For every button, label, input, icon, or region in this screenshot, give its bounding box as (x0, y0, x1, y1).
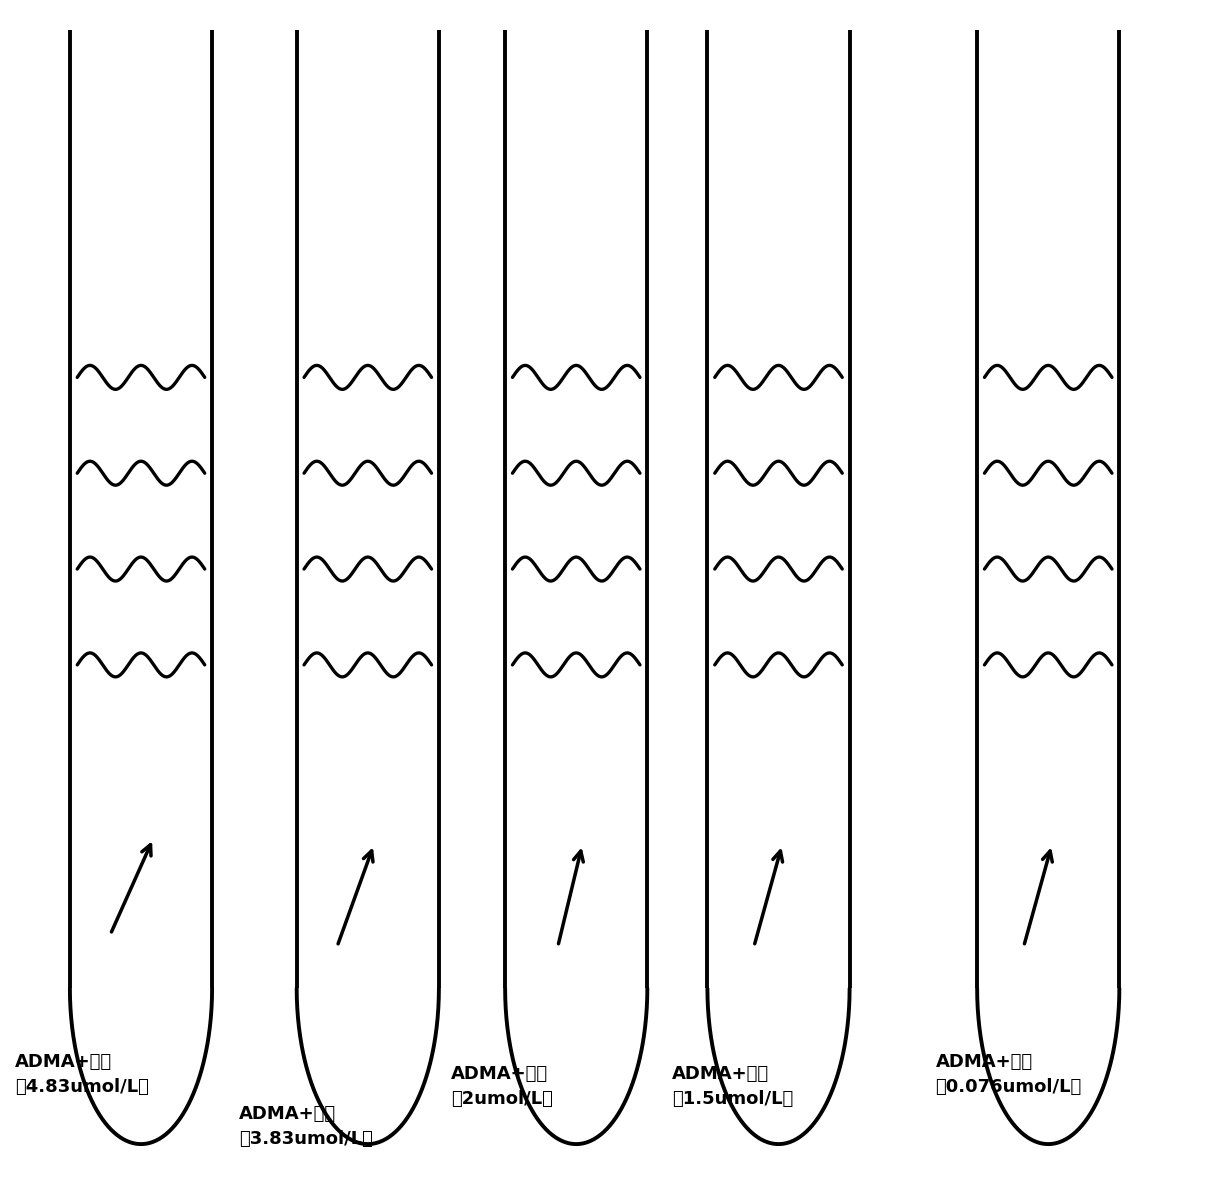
Text: ADMA+甲醇
（1.5umol/L）: ADMA+甲醇 （1.5umol/L） (672, 1065, 793, 1108)
Text: ADMA+甲醇
（4.83umol/L）: ADMA+甲醇 （4.83umol/L） (15, 1053, 148, 1096)
Text: ADMA+甲醇
（3.83umol/L）: ADMA+甲醇 （3.83umol/L） (239, 1105, 373, 1148)
Text: ADMA+甲醇
（0.076umol/L）: ADMA+甲醇 （0.076umol/L） (935, 1053, 1081, 1096)
Text: ADMA+甲醇
（2umol/L）: ADMA+甲醇 （2umol/L） (451, 1065, 553, 1108)
